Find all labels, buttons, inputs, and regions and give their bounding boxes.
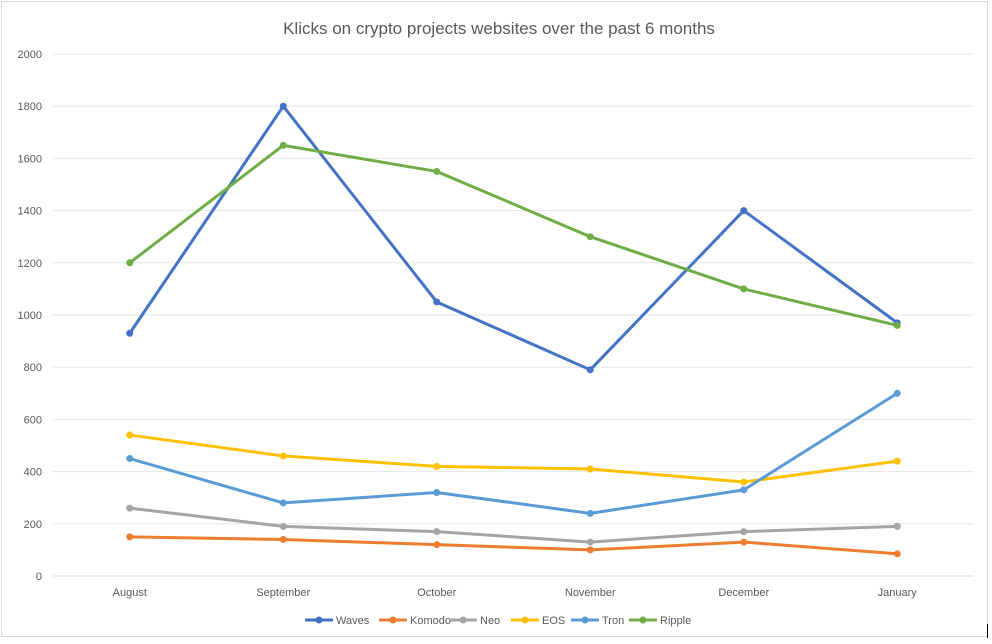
series-neo — [126, 504, 901, 546]
legend-label: EOS — [542, 615, 565, 627]
data-point — [893, 389, 901, 397]
data-point — [740, 478, 748, 486]
series-line — [128, 506, 899, 544]
data-point — [279, 499, 287, 507]
x-tick-label: September — [256, 587, 310, 599]
chart-title: Klicks on crypto projects websites over … — [283, 19, 715, 38]
data-point — [740, 528, 748, 536]
series-lines — [126, 102, 901, 558]
legend-item-komodo: Komodo — [379, 615, 451, 627]
legend-marker — [315, 616, 323, 624]
legend: Waves Komodo Neo EOS Tron Ripple — [305, 615, 691, 627]
data-point — [279, 141, 287, 149]
data-point — [279, 522, 287, 530]
x-tick-label: October — [417, 587, 456, 599]
legend-label: Komodo — [410, 615, 451, 627]
data-point — [126, 431, 134, 439]
x-tick-labels: August September October November December Ja… — [113, 587, 918, 599]
data-point — [433, 167, 441, 175]
legend-item-ripple: Ripple — [629, 615, 691, 627]
y-tick-label: 800 — [24, 362, 42, 374]
x-tick-label: January — [878, 587, 918, 599]
y-tick-label: 2000 — [18, 49, 42, 61]
y-tick-label: 1600 — [18, 153, 42, 165]
y-tick-labels: 0 200 400 600 800 1000 1200 1400 1600 1800 2000 — [18, 49, 42, 583]
y-tick-label: 600 — [24, 414, 42, 426]
data-point — [893, 522, 901, 530]
legend-marker — [581, 616, 589, 624]
data-point — [433, 462, 441, 470]
data-point — [893, 550, 901, 558]
legend-label: Ripple — [660, 615, 691, 627]
y-tick-label: 1200 — [18, 258, 42, 270]
data-point — [893, 457, 901, 465]
data-point — [740, 486, 748, 494]
data-point — [893, 321, 901, 329]
series-line — [128, 104, 899, 372]
data-point — [740, 285, 748, 293]
data-point — [586, 233, 594, 241]
series-waves — [126, 102, 901, 374]
data-point — [586, 465, 594, 473]
data-point — [279, 452, 287, 460]
series-line — [128, 143, 899, 327]
legend-item-neo: Neo — [449, 615, 500, 627]
data-point — [126, 504, 134, 512]
data-point — [586, 509, 594, 517]
data-point — [586, 546, 594, 554]
series-line — [128, 433, 899, 484]
x-tick-label: November — [565, 587, 616, 599]
data-point — [586, 538, 594, 546]
y-tick-label: 1000 — [18, 310, 42, 322]
legend-label: Tron — [602, 615, 624, 627]
legend-item-tron: Tron — [571, 615, 624, 627]
series-line — [128, 535, 899, 556]
series-komodo — [126, 533, 901, 558]
y-tick-label: 1800 — [18, 101, 42, 113]
y-tick-label: 0 — [36, 571, 42, 583]
data-point — [433, 298, 441, 306]
data-point — [279, 535, 287, 543]
data-point — [126, 259, 134, 267]
legend-item-eos: EOS — [511, 615, 565, 627]
data-point — [433, 528, 441, 536]
x-tick-label: December — [718, 587, 769, 599]
gridlines — [53, 53, 974, 577]
series-tron — [126, 389, 901, 517]
series-eos — [126, 431, 901, 486]
legend-marker — [389, 616, 397, 624]
data-point — [586, 366, 594, 374]
data-point — [279, 102, 287, 110]
data-point — [126, 329, 134, 337]
legend-marker — [521, 616, 529, 624]
legend-label: Waves — [336, 615, 370, 627]
legend-marker — [639, 616, 647, 624]
y-tick-label: 400 — [24, 467, 42, 479]
data-point — [126, 533, 134, 541]
y-tick-label: 1400 — [18, 206, 42, 218]
x-tick-label: August — [113, 587, 147, 599]
data-point — [740, 538, 748, 546]
legend-item-waves: Waves — [305, 615, 370, 627]
legend-label: Neo — [480, 615, 500, 627]
y-tick-label: 200 — [24, 519, 42, 531]
line-chart: Klicks on crypto projects websites over … — [18, 19, 974, 627]
data-point — [740, 207, 748, 215]
series-line — [128, 391, 899, 515]
data-point — [433, 541, 441, 549]
data-point — [126, 455, 134, 463]
series-ripple — [126, 141, 901, 329]
data-point — [433, 488, 441, 496]
legend-marker — [459, 616, 467, 624]
text-cursor — [987, 624, 988, 638]
